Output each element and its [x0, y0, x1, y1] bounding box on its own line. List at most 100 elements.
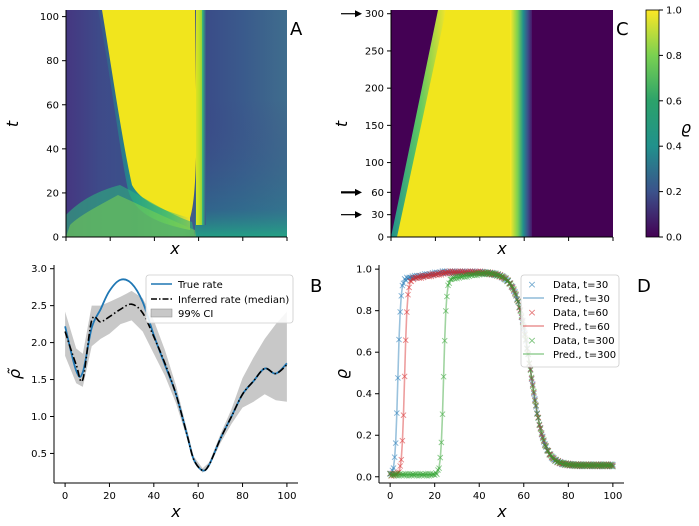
- colorbar-tick-label: 1.0: [666, 6, 682, 17]
- panel-d-plot-area: [387, 268, 616, 479]
- data-point: [527, 366, 534, 373]
- panel-d-axes: [378, 265, 624, 484]
- data-point: [527, 367, 534, 374]
- panel-d-ytick-label: 0.8: [356, 306, 372, 317]
- data-point: [437, 454, 444, 461]
- data-point: [398, 292, 405, 299]
- panel-b-legend: True rate Inferred rate (median) 99% CI: [145, 274, 294, 324]
- data-point: [441, 269, 448, 276]
- legend-data-60: Data, t=60: [553, 308, 608, 319]
- data-point: [401, 373, 408, 380]
- data-point: [538, 431, 545, 438]
- panel-d-ticks: 0.0 0.2 0.4 0.6 0.8 1.0 0 20 40 60 80 100: [356, 265, 622, 502]
- data-point: [397, 308, 404, 315]
- data-point: [529, 383, 536, 390]
- panel-b-ytick-label: 1.0: [31, 412, 47, 423]
- panel-b-ytick-label: 2.5: [31, 301, 47, 312]
- panel-c-heatmap: 0 30 60 100 150 200 250 300 x t C: [332, 9, 629, 258]
- panel-c-time-arrows: [341, 10, 362, 219]
- data-point: [531, 398, 538, 404]
- time-arrow-head: [355, 188, 362, 196]
- data-point: [536, 421, 543, 428]
- inferred-rate-line: [64, 303, 288, 472]
- colorbar-tick-label: 0.8: [666, 51, 682, 62]
- data-point: [530, 388, 537, 395]
- panel-b-xtick-label: 100: [277, 491, 296, 502]
- data-point: [529, 381, 536, 388]
- data-point: [394, 374, 401, 381]
- panel-c-ytick-label: 0: [378, 233, 384, 244]
- legend-data-300: Data, t=300: [553, 336, 615, 347]
- panel-c-ytick-label: 100: [365, 158, 384, 169]
- legend-ci: 99% CI: [178, 309, 213, 320]
- legend-pred-60: Pred., t=60: [553, 322, 610, 333]
- data-point: [436, 465, 443, 472]
- panel-b-ytick-label: 1.5: [31, 375, 47, 386]
- panel-c-ytick-label: 200: [365, 84, 384, 95]
- panel-b-ticks: 0.5 1.0 1.5 2.0 2.5 3.0 0 20 40 60 80 100: [31, 264, 296, 502]
- data-point: [392, 440, 399, 447]
- data-point: [390, 465, 397, 472]
- panel-b-plot-area: [64, 278, 288, 473]
- data-point: [529, 382, 536, 389]
- panel-b-ylabel: ρ̃: [5, 368, 24, 379]
- data-point: [533, 402, 539, 409]
- data-point: [530, 389, 537, 396]
- data-point: [534, 410, 541, 417]
- panel-a-ytick-label: 80: [46, 56, 59, 67]
- legend-ci-swatch: [150, 308, 173, 318]
- data-point: [533, 403, 539, 410]
- data-point: [433, 471, 440, 478]
- colorbar-label: ϱ: [681, 118, 691, 137]
- panel-a-ytick-label: 100: [40, 12, 59, 23]
- legend-pred-30: Pred., t=30: [553, 294, 610, 305]
- panel-b-ytick-label: 3.0: [31, 264, 47, 275]
- panel-a-image: [66, 10, 287, 237]
- panel-a-ylabel: t: [3, 120, 22, 127]
- data-point: [538, 429, 545, 436]
- panel-d-xtick-label: 20: [428, 491, 441, 502]
- panel-d-xtick-label: 0: [387, 491, 393, 502]
- panel-d-xtick-label: 80: [562, 491, 575, 502]
- data-point: [446, 280, 453, 287]
- data-point: [438, 439, 445, 446]
- panel-c-ticks: 0 30 60 100 150 200 250 300: [365, 9, 614, 244]
- panel-d-xtick-label: 60: [517, 491, 530, 502]
- legend-true-rate: True rate: [177, 280, 223, 291]
- data-point: [406, 284, 413, 291]
- panel-b-xtick-label: 0: [62, 491, 68, 502]
- data-point: [429, 471, 436, 478]
- panel-c-ytick-label: 250: [365, 46, 384, 57]
- legend-data-60-marker: ×: [527, 306, 536, 319]
- panel-d-ytick-label: 1.0: [356, 265, 372, 276]
- panel-b-xlabel: x: [170, 502, 181, 521]
- panel-c-xlabel: x: [496, 239, 507, 258]
- data-point: [440, 373, 447, 380]
- panel-b-xtick-label: 80: [236, 491, 249, 502]
- data-point: [405, 291, 411, 298]
- panel-b-axes: [53, 265, 298, 484]
- data-point: [403, 309, 410, 316]
- panel-d-ytick-label: 0.4: [356, 389, 372, 400]
- data-point: [400, 280, 407, 287]
- data-point: [400, 412, 407, 419]
- panel-a-ytick-label: 0: [53, 233, 59, 244]
- legend-data-30: Data, t=30: [553, 280, 608, 291]
- data-point: [407, 278, 414, 284]
- ci-band: [65, 290, 287, 473]
- panel-d-ylabel: ϱ: [332, 369, 351, 379]
- data-point: [528, 374, 535, 381]
- colorbar-tick-label: 0.6: [666, 96, 682, 107]
- panel-a-ytick-label: 20: [46, 188, 59, 199]
- data-point: [510, 286, 517, 293]
- panel-a-ytick-label: 60: [46, 100, 59, 111]
- panel-b-ytick-label: 0.5: [31, 449, 47, 460]
- panel-d-legend: × Data, t=30 Pred., t=30 × Data, t=60 Pr…: [520, 274, 620, 368]
- panel-a-letter: A: [290, 19, 303, 40]
- colorbar-tick-label: 0.0: [666, 233, 682, 244]
- time-arrow-head: [355, 10, 362, 18]
- data-point: [537, 426, 544, 433]
- panel-a-xlabel: x: [169, 239, 180, 258]
- legend-data-30-marker: ×: [527, 278, 536, 291]
